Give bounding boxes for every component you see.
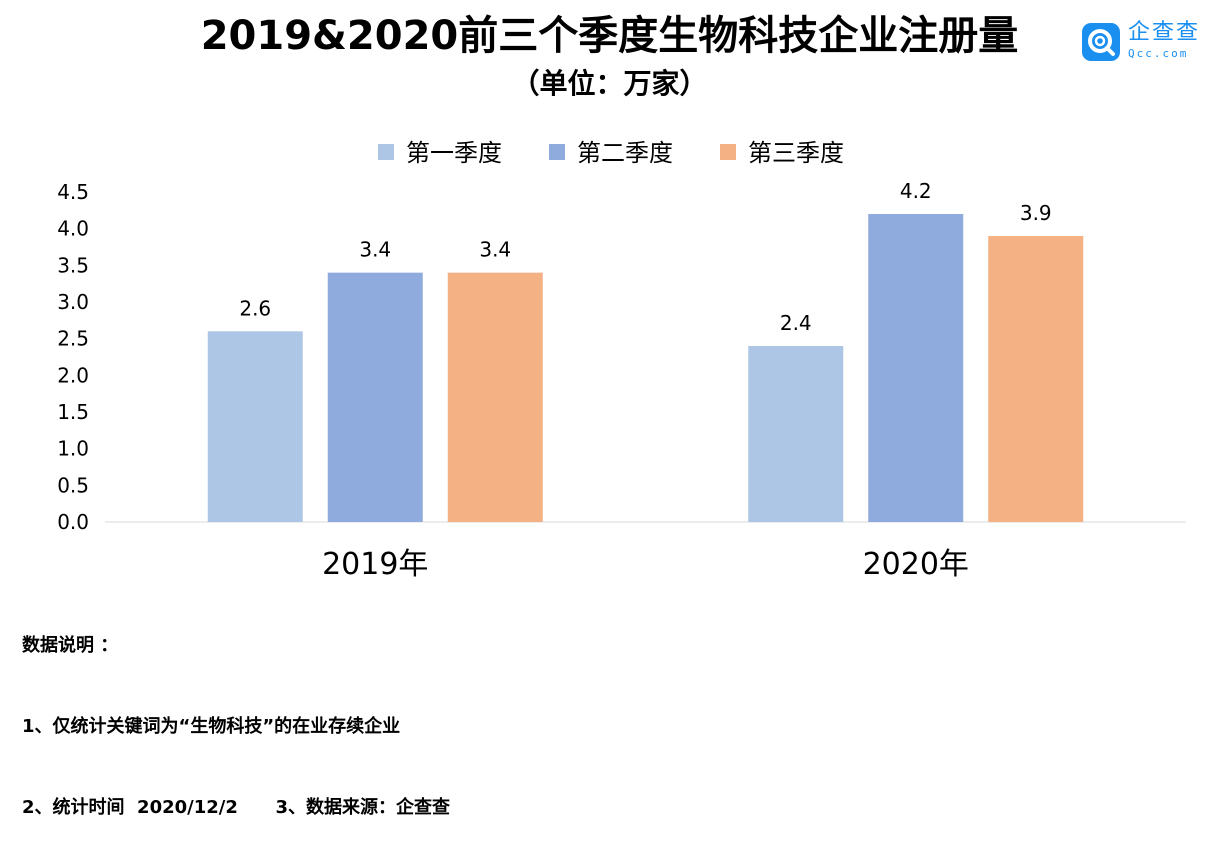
notes-line-1: 1、仅统计关键词为“生物科技”的在业存续企业 <box>22 716 401 737</box>
y-tick-label: 2.0 <box>57 363 89 387</box>
y-tick-label: 1.0 <box>57 437 89 461</box>
qcc-logo-icon <box>1082 23 1120 61</box>
data-notes: 数据说明 ： 1、仅统计关键词为“生物科技”的在业存续企业 2、统计时间 202… <box>22 578 450 848</box>
bar-data-label: 2.6 <box>239 296 271 320</box>
bar <box>207 331 303 522</box>
y-tick-label: 0.5 <box>57 473 89 497</box>
logo-subtext: Qcc.com <box>1128 47 1189 60</box>
bar-data-label: 4.2 <box>900 179 932 203</box>
y-tick-label: 1.5 <box>57 400 89 424</box>
y-tick-label: 0.0 <box>57 510 89 534</box>
y-tick-label: 4.5 <box>57 180 89 204</box>
bar-data-label: 3.4 <box>479 238 511 262</box>
legend-label: 第一季度 <box>406 139 502 167</box>
x-category-label: 2019年 <box>322 547 428 582</box>
magnifier-icon <box>1088 29 1115 56</box>
y-tick-label: 2.5 <box>57 327 89 351</box>
bar <box>868 214 964 522</box>
y-tick-label: 3.5 <box>57 253 89 277</box>
y-tick-label: 3.0 <box>57 290 89 314</box>
notes-heading: 数据说明 ： <box>22 635 119 656</box>
legend-label: 第三季度 <box>748 139 844 167</box>
chart-subtitle: （单位：万家） <box>511 67 708 100</box>
bar-data-label: 2.4 <box>780 311 812 335</box>
qcc-logo: 企查查 Qcc.com <box>1080 20 1210 64</box>
bar-data-label: 3.4 <box>359 238 391 262</box>
bar-chart: 第一季度 第二季度 第三季度 0.0 0.5 1.0 1.5 2.0 2.5 3.0 3.5 4.0 4… <box>57 139 1186 582</box>
logo-text: 企查查 <box>1128 20 1201 45</box>
x-category-label: 2020年 <box>863 547 969 582</box>
y-tick-label: 4.0 <box>57 217 89 241</box>
legend-swatch <box>720 144 736 160</box>
bar <box>327 272 423 522</box>
legend-swatch <box>378 144 394 160</box>
chart-title: 2019&2020前三个季度生物科技企业注册量 <box>200 13 1019 59</box>
legend-label: 第二季度 <box>577 139 673 167</box>
bar <box>447 272 543 522</box>
notes-line-2: 2、统计时间 2020/12/2 3、数据来源：企查查 <box>22 797 450 818</box>
bar <box>748 346 844 522</box>
bar <box>988 236 1084 522</box>
legend-swatch <box>549 144 565 160</box>
bar-data-label: 3.9 <box>1020 201 1052 225</box>
